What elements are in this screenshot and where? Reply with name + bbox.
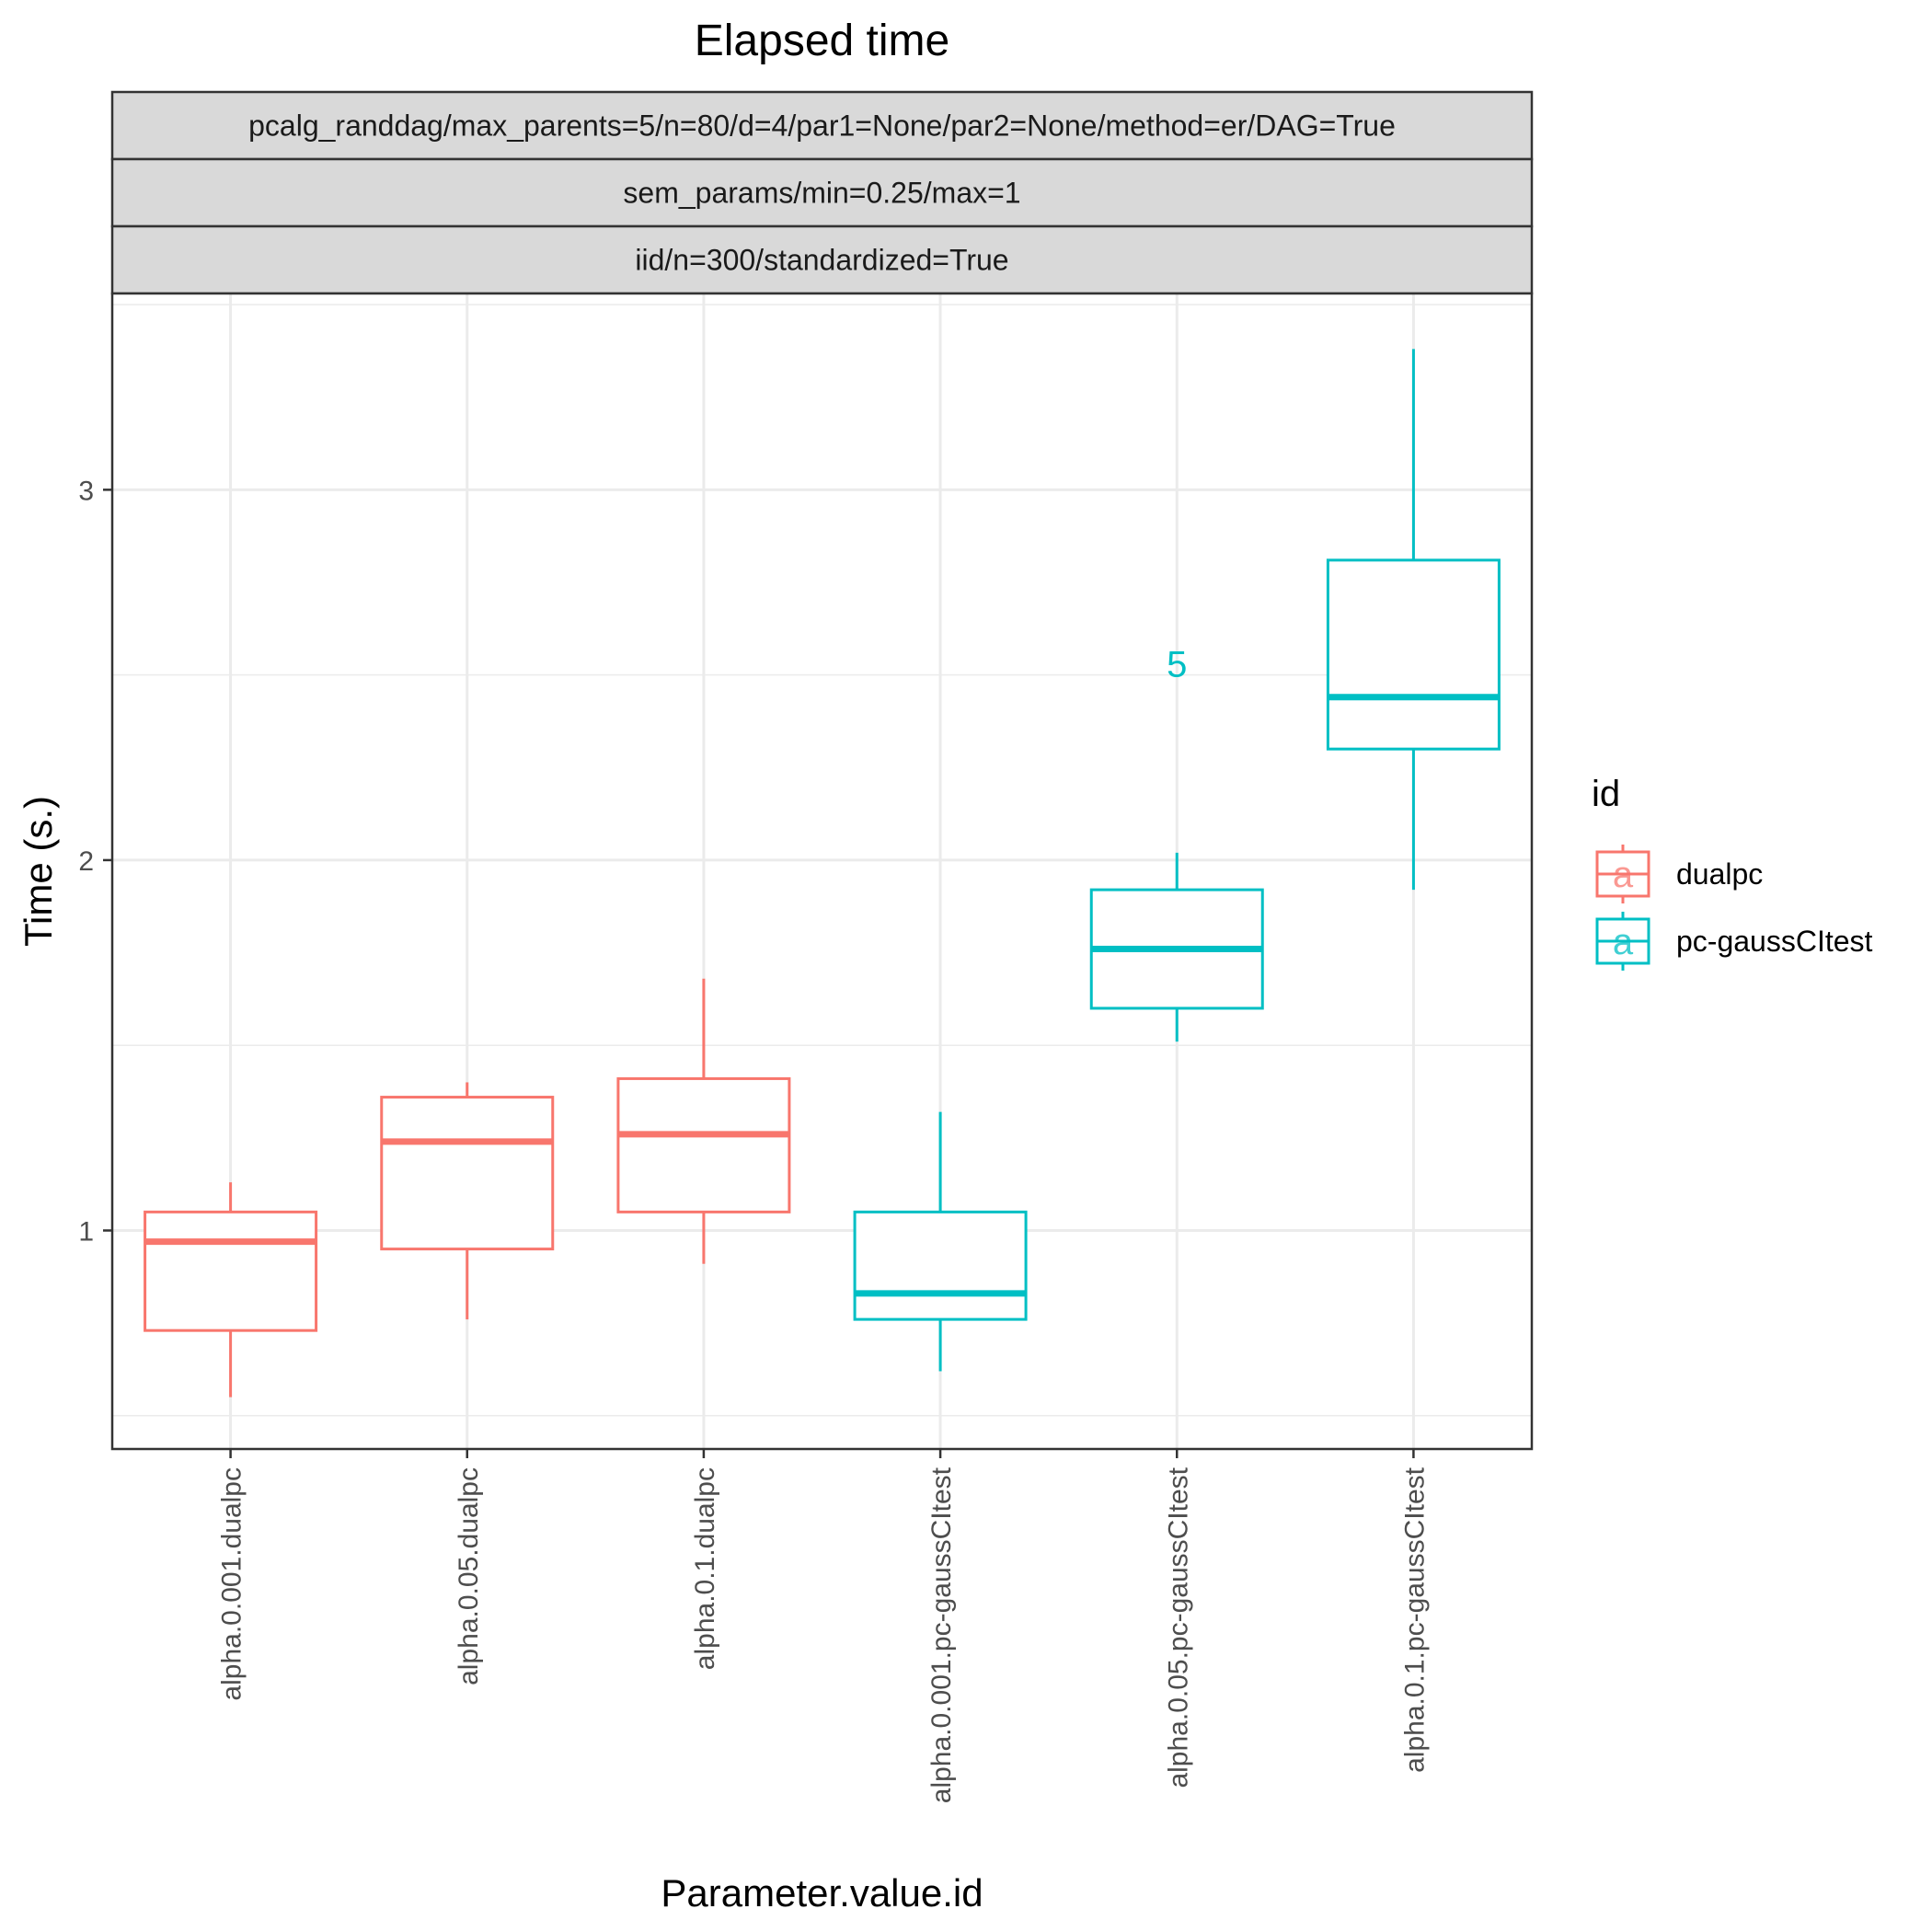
y-tick-label: 2 [78,846,94,877]
legend-label: dualpc [1676,857,1763,891]
facet-strips: pcalg_randdag/max_parents=5/n=80/d=4/par… [110,90,1534,295]
x-tick-label: alpha.0.05.dualpc [454,1467,484,1685]
legend-key-glyph: a [1613,922,1634,962]
box-plot [1089,852,1264,1042]
y-tick-label: 1 [78,1216,94,1247]
box-body [616,1076,791,1213]
facet-strip [110,224,1534,295]
y-axis-title: Time (s.) [17,796,60,947]
facet-strip [110,157,1534,228]
legend-title: id [1592,774,1620,814]
panel-border [110,292,1534,1451]
x-axis-title: Parameter.value.id [661,1871,983,1915]
facet-strip [110,90,1534,161]
box-body [1326,558,1501,751]
box-plot [144,1182,318,1397]
facet-strip-label: sem_params/min=0.25/max=1 [623,177,1020,210]
box-plot [853,1111,1028,1372]
y-axis: 1 2 3 [78,476,112,1247]
count-annotation: 5 [1167,645,1187,685]
x-tick-label: alpha.0.05.pc-gaussCItest [1163,1466,1193,1788]
facet-strip-label: pcalg_randdag/max_parents=5/n=80/d=4/par… [248,109,1396,143]
legend-key: a [1595,912,1650,971]
x-axis: alpha.0.001.dualpc alpha.0.05.dualpc alpha… [217,1449,1430,1803]
x-tick-label: alpha.0.001.dualpc [217,1467,247,1701]
box-plot [1326,349,1501,891]
box-body [144,1210,318,1332]
box-plot [380,1082,555,1320]
x-tick-label: alpha.0.1.dualpc [690,1467,720,1670]
box-plot [616,978,791,1264]
legend: id a dualpc a pc-gaussCItest [1592,774,1873,971]
legend-key: a [1595,845,1650,903]
legend-label: pc-gaussCItest [1676,925,1873,958]
chart-title: Elapsed time [695,17,949,65]
x-tick-label: alpha.0.001.pc-gaussCItest [926,1466,957,1803]
plot-panel: 5 [110,292,1534,1451]
panel-background [112,293,1532,1449]
box-body [380,1096,555,1251]
facet-strip-label: iid/n=300/standardized=True [635,244,1008,277]
x-tick-label: alpha.0.1.pc-gaussCItest [1399,1466,1430,1773]
box-body [853,1210,1028,1321]
legend-key-glyph: a [1613,855,1634,895]
y-tick-label: 3 [78,476,94,506]
